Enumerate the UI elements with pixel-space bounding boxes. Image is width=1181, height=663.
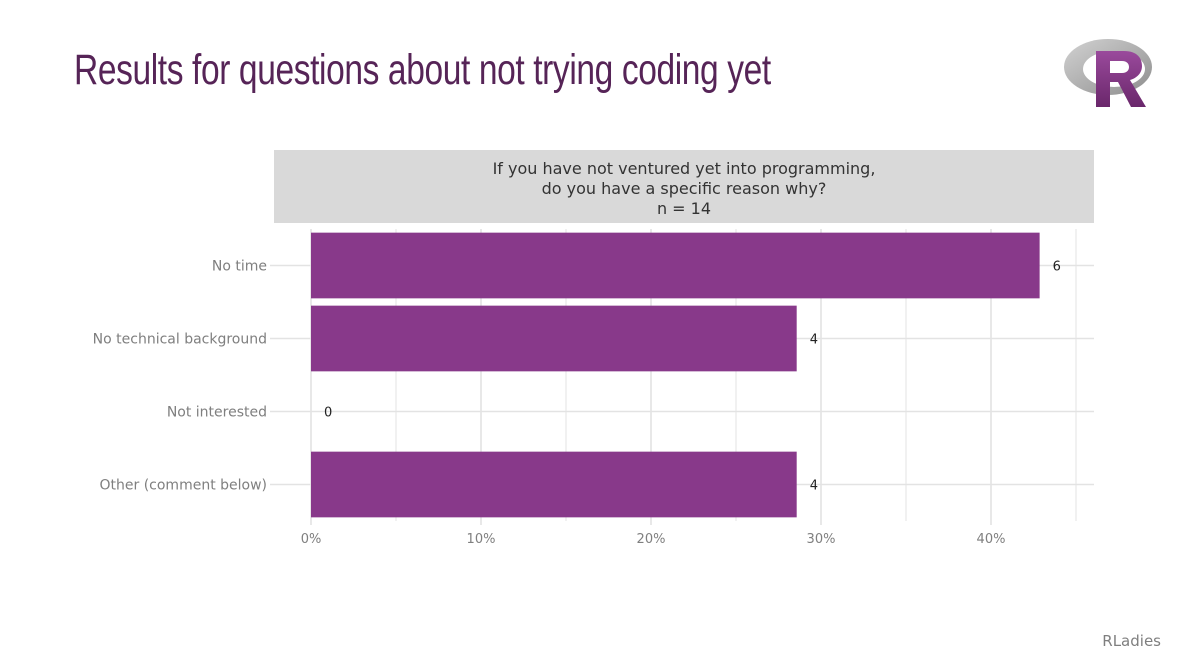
slide-title: Results for questions about not trying c…: [74, 46, 771, 94]
x-tick-label: 40%: [977, 532, 1006, 547]
bar: [311, 305, 797, 372]
category-label: Other (comment below): [100, 478, 268, 494]
footer-label: RLadies: [1102, 632, 1161, 650]
x-tick-label: 0%: [301, 532, 322, 547]
labels: 0% 10% 20% 30% 40% No time No technical backgr…: [93, 259, 1061, 548]
chart-title-line-3: n = 14: [657, 199, 711, 218]
bar: [311, 451, 797, 518]
bars: [311, 232, 1040, 518]
category-label: No technical background: [93, 332, 267, 348]
data-label: 4: [810, 479, 818, 494]
data-label: 6: [1053, 260, 1061, 275]
category-label: No time: [212, 259, 267, 275]
x-tick-label: 30%: [807, 532, 836, 547]
chart-title-line-1: If you have not ventured yet into progra…: [493, 159, 876, 178]
data-label: 4: [810, 333, 818, 348]
x-tick-label: 10%: [467, 532, 496, 547]
chart-title-strip: [274, 150, 1094, 223]
r-logo-icon: [1064, 39, 1152, 107]
x-tick-label: 20%: [637, 532, 666, 547]
category-label: Not interested: [167, 405, 267, 421]
chart-title-line-2: do you have a specific reason why?: [542, 179, 827, 198]
data-label: 0: [324, 406, 332, 421]
bar: [311, 232, 1040, 299]
